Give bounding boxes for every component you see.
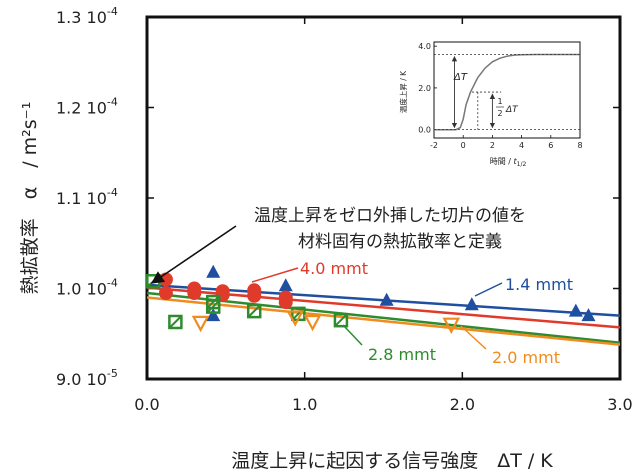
series-label-1p4mm: 1.4 mmt [505,275,573,294]
point-s1-5 [379,292,394,306]
point-s3-5-box [246,303,262,319]
inset-y-title: 温度上昇 / K [398,70,408,113]
y-axis-title: 熱拡散率 α / m²s⁻¹ [19,102,41,295]
point-s2-2 [158,286,173,301]
inset-frame [433,41,581,139]
point-s3-7-slash [335,314,347,326]
inset-axes: -2 0 2 4 6 8 0.0 2.0 4.0 [418,42,582,150]
inset-half-den: 2 [497,109,502,118]
inset-x-tick-label: 4 [519,141,524,150]
x-tick-label: 2.0 [450,395,475,414]
leader-1p4mm [474,282,503,297]
series-label-2p8mm: 2.8 mmt [368,345,436,364]
inset-x-title: 時間 / t1/2 [490,157,527,168]
x-axis-title: 温度上昇に起因する信号強度 ΔT / K [231,450,553,472]
point-s3-3-slash [207,296,219,308]
annotation-line2: 材料固有の熱拡散率と定義 [298,232,502,252]
series-label-4mm: 4.0 mmt [300,259,368,278]
leader-2p8mm [342,324,363,346]
y-tick-label: 1.2 10-4 [56,96,118,118]
y-tick-label: 1.1 10-4 [56,186,118,208]
inset-y-tick-label: 0.0 [418,126,431,135]
y-tick-label: 9.0 10-5 [56,367,118,389]
point-s2-8 [247,288,262,303]
series-labels: 4.0 mmt 1.4 mmt 2.8 mmt 2.0 mmt [251,259,573,367]
point-s3-2-slash [169,316,182,328]
point-s3-2-box [168,314,183,330]
point-s3-7 [333,312,349,328]
x-tick-label: 1.0 [292,395,317,414]
inset-x-tick-label: 0 [461,141,466,150]
inset-x-tick-label: -2 [430,141,438,150]
leader-2mm [460,325,487,350]
point-s3-5 [246,303,262,319]
point-s3-4-box [205,299,221,314]
intercept-annotation: 温度上昇をゼロ外挿した切片の値を 材料固有の熱拡散率と定義 [150,206,526,284]
inset-y-tick-label: 2.0 [418,84,431,93]
point-s3-4 [205,299,221,314]
point-s4-1 [191,315,210,333]
point-s1-2 [206,308,221,322]
x-tick-label: 3.0 [607,395,632,414]
inset-dT-label: ΔT [453,72,468,83]
point-s3-7-box [333,312,349,328]
point-s2-10 [278,295,293,310]
inset-x-tick-label: 2 [490,141,495,150]
point-s1-6 [464,297,479,311]
point-s2-1 [158,272,173,287]
series-label-2mm: 2.0 mmt [492,348,560,367]
leader-4mm [251,267,299,283]
annotation-arrow [150,225,237,284]
inset-chart: -2 0 2 4 6 8 0.0 2.0 4.0 ΔT 1 2 ΔT 時間 / t1/2 温度上… [398,41,583,168]
point-s3-5-slash [248,305,260,317]
fit-line-4 [147,296,620,346]
point-s3-2 [168,314,183,330]
inset-x-tick-label: 6 [548,141,553,150]
fit-line-3 [147,291,620,345]
inset-half-var: ΔT [505,105,519,115]
point-s4-2 [286,310,305,327]
inset-half-num: 1 [497,97,502,106]
y-tick-label: 1.3 10-4 [56,5,118,27]
x-tick-label: 0.0 [134,395,159,414]
point-s3-4-slash [207,300,219,313]
point-s1-7 [568,303,583,317]
inset-y-tick-label: 4.0 [418,42,431,51]
data-points [146,264,596,335]
point-s4-3 [303,314,322,332]
point-s1-1 [206,264,221,278]
y-tick-label: 1.0 10-4 [56,277,118,299]
point-s1-8 [581,308,596,322]
point-s2-4 [187,286,202,301]
point-s4-4 [442,317,461,335]
axes: 0.0 1.0 2.0 3.0 9.0 10-5 1.0 10-4 1.1 10-4 1.2 … [56,5,633,414]
inset-x-tick-label: 8 [577,141,582,150]
point-s1-4 [278,278,293,292]
annotation-line1: 温度上昇をゼロ外挿した切片の値を [254,206,526,226]
